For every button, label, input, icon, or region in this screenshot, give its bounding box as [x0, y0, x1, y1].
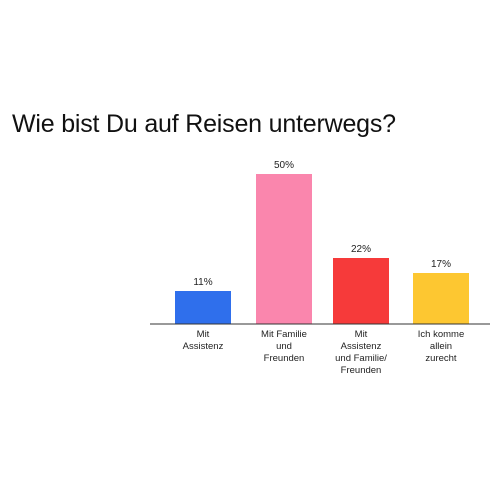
category-label-line: und	[276, 341, 292, 352]
category-label-line: Assistenz	[341, 341, 382, 352]
bar-4	[413, 273, 469, 324]
category-label-line: Mit	[355, 329, 368, 340]
value-label-3: 22%	[351, 244, 371, 255]
value-label-1: 11%	[193, 277, 212, 288]
value-label-4: 17%	[431, 259, 451, 270]
category-label-3: Mit Assistenz und Familie/Freunden	[335, 329, 387, 376]
category-label-line: Assistenz	[183, 341, 224, 352]
category-label-line: Ich komme	[418, 329, 464, 340]
category-label-line: Freunden	[264, 353, 305, 364]
category-label-line: Freunden	[341, 365, 382, 376]
category-label-line: Mit	[197, 329, 210, 340]
category-label-1: Mit Assistenz	[183, 329, 224, 352]
category-label-line: und Familie/	[335, 353, 387, 364]
chart-title: Wie bist Du auf Reisen unterwegs?	[12, 110, 396, 138]
category-label-4: Ich komme allein zurecht	[418, 329, 464, 364]
category-label-line: zurecht	[425, 353, 457, 364]
category-label-line: Mit Familie	[261, 329, 307, 340]
category-label-line: allein	[430, 341, 452, 352]
bar-1	[175, 291, 231, 324]
bar-2	[256, 174, 312, 324]
category-label-2: Mit Familie und Freunden	[261, 329, 307, 364]
bars-layer	[175, 174, 469, 324]
bar-3	[333, 258, 389, 324]
value-label-2: 50%	[274, 160, 294, 171]
